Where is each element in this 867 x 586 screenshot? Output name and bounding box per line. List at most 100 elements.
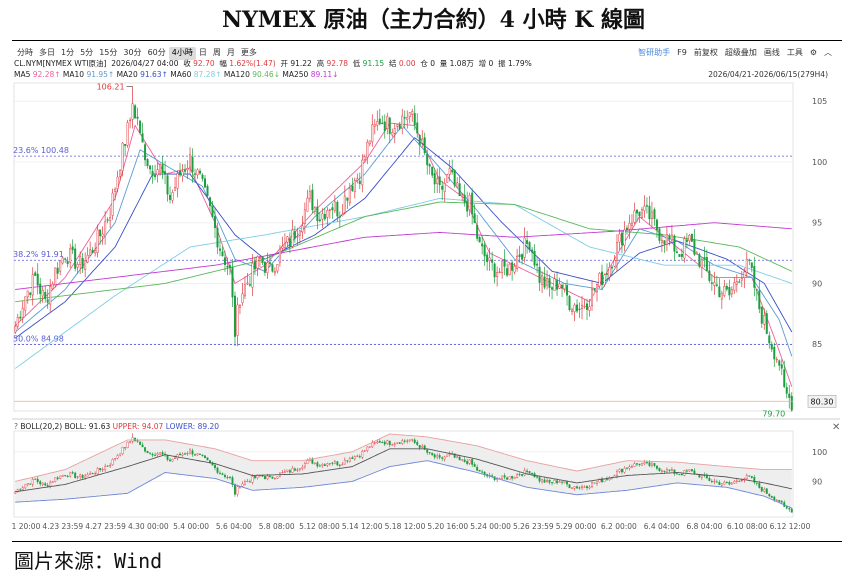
candle-body [91, 249, 94, 254]
boll-lower-line [15, 460, 792, 509]
boll-candle-body [758, 483, 761, 488]
toolbar-item-f9[interactable]: F9 [677, 48, 687, 57]
boll-candle-body [621, 468, 623, 473]
candle-body [233, 295, 236, 337]
candle-body [179, 171, 182, 176]
boll-candle-body [623, 468, 626, 473]
period-tab-9[interactable]: 周 [212, 48, 221, 57]
assistant-link[interactable]: 智研助手 [638, 48, 671, 57]
boll-candle-body [61, 474, 64, 477]
candle-body [348, 187, 351, 203]
period-tab-0[interactable]: 分時 [17, 48, 33, 57]
toolbar-item-adjust[interactable]: 前复权 [693, 48, 718, 57]
boll-candle-body [313, 462, 316, 465]
candle-body [703, 257, 706, 260]
boll-candle-body [194, 454, 196, 456]
candle-body [353, 180, 356, 192]
boll-candle-body [718, 482, 721, 485]
period-tab-3[interactable]: 5分 [80, 48, 94, 57]
candle-body [238, 304, 241, 308]
boll-candle-body [658, 467, 661, 472]
period-tab-8[interactable]: 日 [198, 48, 207, 57]
candle-body [690, 233, 693, 242]
candle-body [603, 274, 606, 285]
candle-body [431, 166, 434, 176]
boll-candle-body [104, 466, 107, 471]
boll-candle-body [346, 460, 349, 462]
gear-icon[interactable]: ⚙ [809, 48, 817, 57]
period-tab-1[interactable]: 多日 [39, 48, 55, 57]
candle-body [790, 395, 793, 411]
close-icon[interactable]: ✕ [832, 422, 840, 433]
candle-body [333, 201, 336, 211]
ma-line-ma120 [15, 201, 792, 303]
candle-body [208, 197, 211, 206]
period-tab-2[interactable]: 1分 [61, 48, 75, 57]
boll-candle-body [596, 481, 598, 484]
candle-body [705, 257, 708, 271]
candle-body [36, 273, 39, 286]
ma-line-ma20 [14, 137, 793, 339]
candle-body [194, 173, 197, 175]
candle-body [263, 261, 266, 273]
ma-line-ma60 [14, 197, 792, 369]
candle-body [513, 265, 516, 273]
toolbar-item-draw[interactable]: 画线 [763, 48, 780, 57]
symbol-label: CL.NYM[NYMEX WTI原油] [14, 59, 107, 68]
candle-body [316, 206, 319, 222]
boll-y-tick-label: 90 [812, 477, 822, 486]
high-label: 高 [316, 59, 325, 68]
boll-candle-body [423, 445, 426, 450]
toolbar-item-tools[interactable]: 工具 [786, 48, 803, 57]
boll-candle-body [74, 472, 77, 478]
period-tab-10[interactable]: 月 [226, 48, 235, 57]
candle-body [213, 216, 216, 228]
ma-legend-value-2: 91.63↑ [140, 70, 171, 79]
candle-body [648, 205, 651, 220]
question-icon[interactable]: ? [14, 422, 18, 431]
candle-body [204, 178, 207, 188]
chevron-up-icon[interactable]: ︿ [824, 48, 832, 57]
boll-candle-body [41, 482, 44, 485]
candle-body [713, 282, 716, 286]
date-range: 2026/04/21-2026/06/15(279H4) [708, 70, 828, 79]
candle-body [663, 240, 666, 245]
boll-candle-body [321, 464, 324, 466]
candle-body [423, 137, 426, 153]
boll-candle-body [66, 475, 69, 477]
boll-candle-body [571, 487, 573, 489]
boll-candle-body [476, 466, 479, 471]
candle-body [428, 164, 431, 167]
boll-candle-body [106, 465, 109, 467]
candle-body [201, 174, 204, 179]
boll-candle-body [96, 468, 99, 475]
candle-body [573, 304, 576, 313]
boll-candle-body [263, 476, 266, 479]
candle-body [191, 156, 194, 173]
period-tab-5[interactable]: 30分 [123, 48, 142, 57]
candle-body [111, 192, 114, 216]
candle-body [598, 272, 601, 287]
candle-body [438, 176, 441, 186]
period-tab-6[interactable]: 60分 [147, 48, 166, 57]
candle-body [413, 113, 416, 126]
period-tab-11[interactable]: 更多 [240, 48, 257, 57]
toolbar-item-overlay[interactable]: 超级叠加 [724, 48, 757, 57]
candle-body [765, 313, 768, 334]
period-tab-7[interactable]: 4小時 [168, 47, 196, 60]
candle-body [301, 225, 304, 233]
candle-body [104, 221, 107, 237]
boll-candle-body [428, 452, 431, 454]
candle-body [433, 173, 436, 185]
boll-candle-body [341, 464, 344, 466]
period-tab-4[interactable]: 15分 [99, 48, 118, 57]
boll-candle-body [780, 501, 783, 503]
boll-candle-body [119, 453, 122, 456]
boll-candle-body [556, 480, 559, 484]
boll-candle-body [206, 457, 209, 461]
boll-candle-body [144, 447, 147, 452]
kline-chart[interactable]: 85 90 95 100 105 90 100 4.21 20:004.23 23:594.2… [12, 43, 842, 540]
close-value: 92.70 [193, 59, 215, 68]
candle-body [750, 262, 753, 268]
boll-candle-body [713, 480, 716, 483]
